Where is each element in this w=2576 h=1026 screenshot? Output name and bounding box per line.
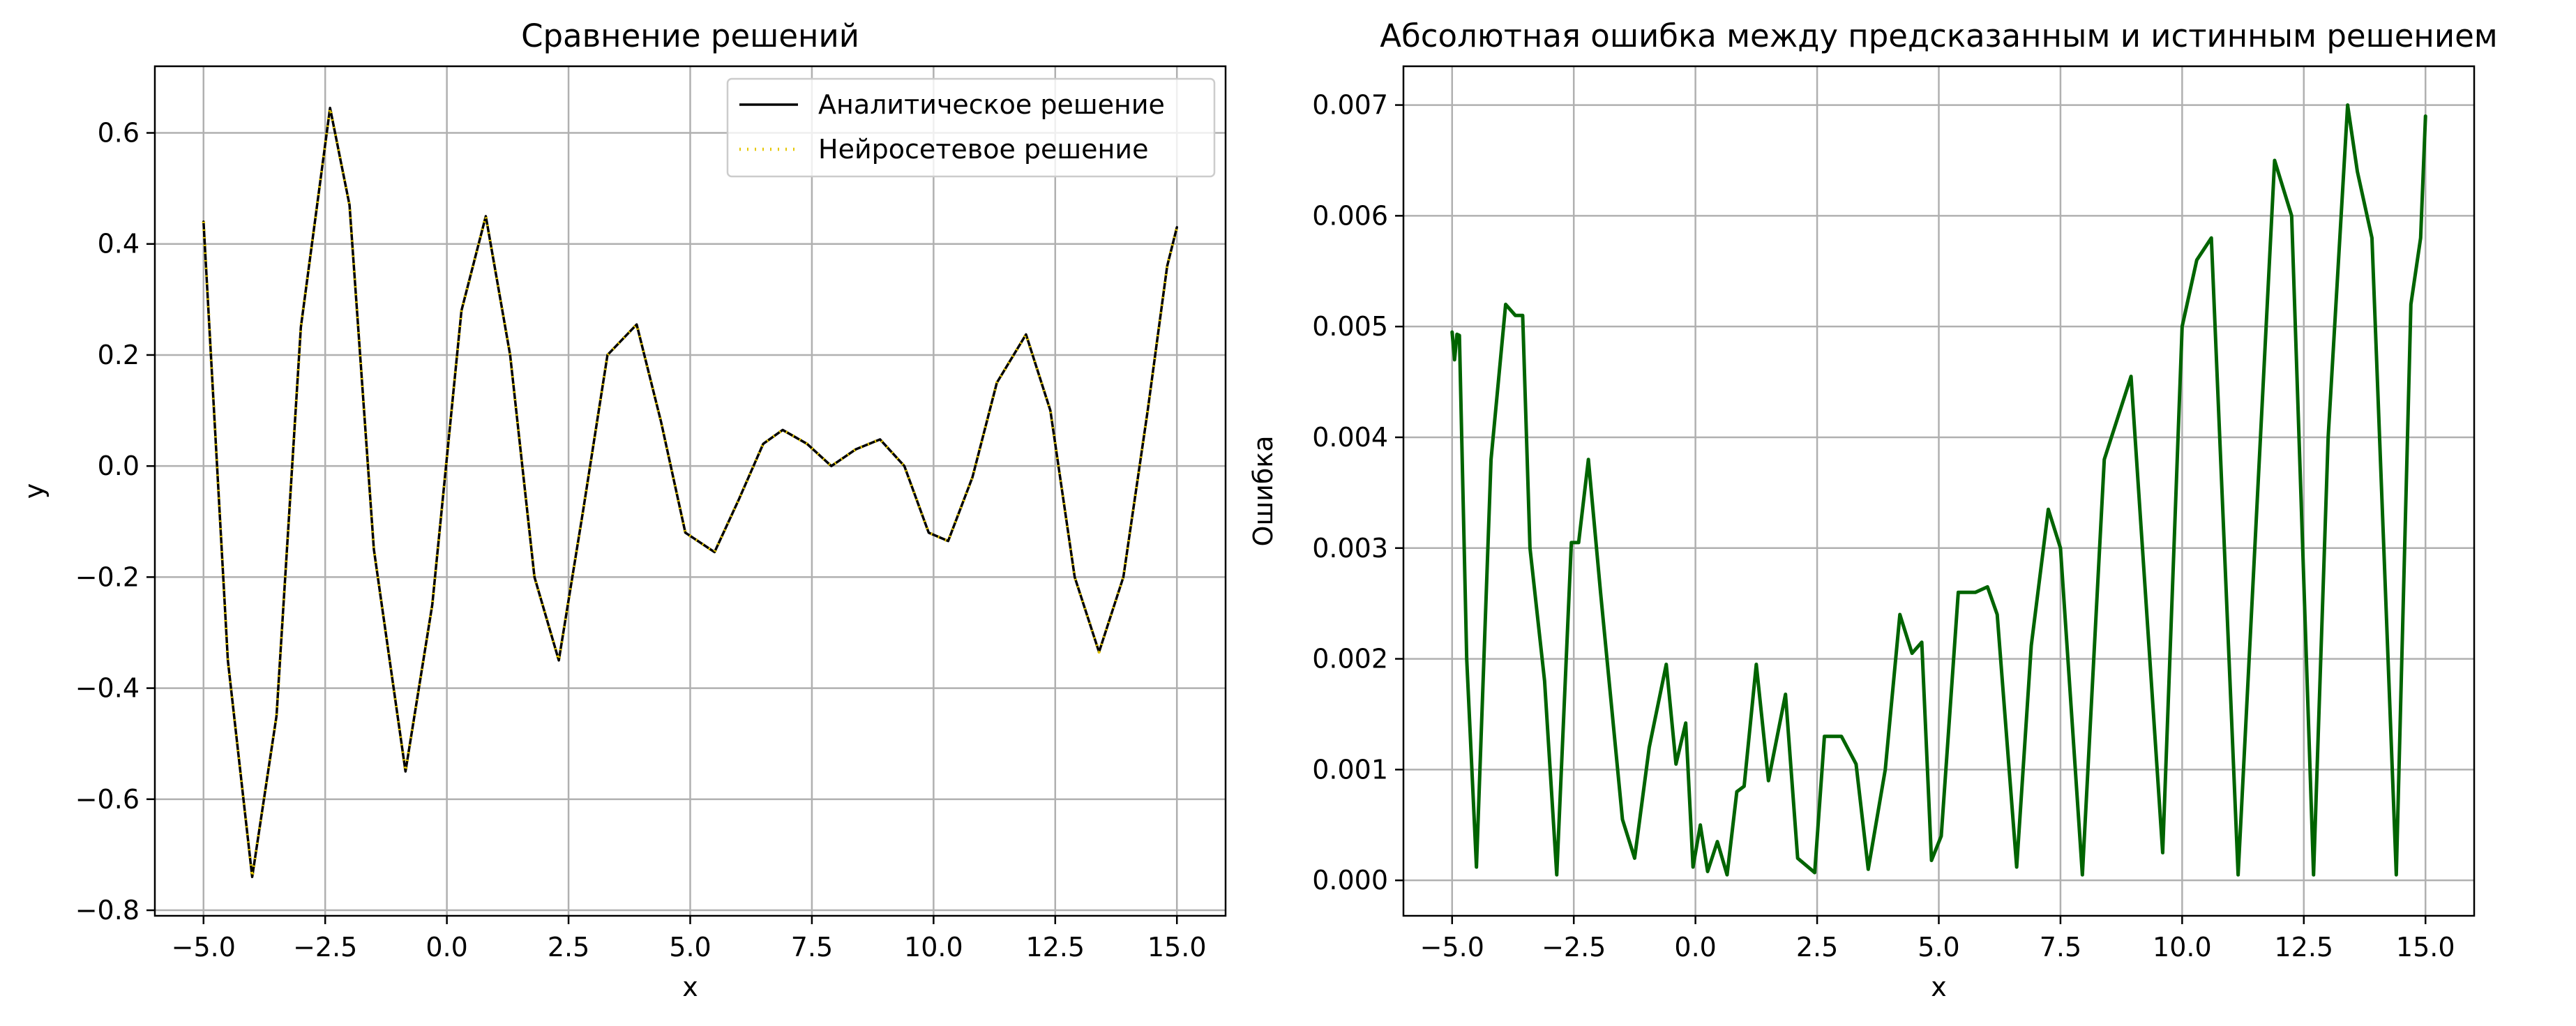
x-tick-label: −2.5 — [293, 932, 357, 963]
x-tick-label: 0.0 — [425, 932, 467, 963]
y-tick-label: 0.002 — [1312, 644, 1388, 674]
y-axis-label: y — [19, 483, 50, 499]
x-tick-label: 0.0 — [1674, 932, 1716, 963]
y-tick-label: 0.004 — [1312, 422, 1388, 453]
x-tick-label: 5.0 — [1918, 932, 1959, 963]
x-tick-label: 10.0 — [2153, 932, 2212, 963]
x-tick-label: −2.5 — [1542, 932, 1606, 963]
y-tick-label: 0.0 — [98, 451, 140, 481]
x-axis-label: x — [1931, 972, 1947, 1002]
series-line-0 — [202, 106, 1178, 879]
chart-title: Абсолютная ошибка между предсказанным и … — [1380, 17, 2497, 54]
x-tick-label: 10.0 — [904, 932, 963, 963]
y-tick-label: −0.8 — [75, 895, 140, 926]
legend-label-0: Аналитическое решение — [818, 89, 1165, 120]
x-tick-label: 12.5 — [1025, 932, 1085, 963]
y-tick-label: 0.003 — [1312, 533, 1388, 564]
y-tick-label: −0.4 — [75, 673, 140, 704]
y-tick-label: −0.6 — [75, 784, 140, 815]
y-tick-label: 0.6 — [98, 118, 140, 149]
y-axis-label: Ошибка — [1248, 435, 1279, 546]
y-tick-label: 0.4 — [98, 229, 140, 259]
x-tick-label: 7.5 — [791, 932, 833, 963]
legend: Аналитическое решение Нейросетевое решени… — [726, 77, 1216, 178]
x-tick-label: 2.5 — [1796, 932, 1838, 963]
chart-title: Сравнение решений — [521, 17, 859, 54]
legend-box — [726, 77, 1216, 178]
series-line-0 — [1450, 103, 2427, 877]
y-tick-label: 0.000 — [1312, 865, 1388, 896]
y-tick-label: 0.006 — [1312, 200, 1388, 231]
x-tick-label: 15.0 — [1147, 932, 1207, 963]
solution-comparison-chart: −5.0 −2.5 0.0 2.5 5.0 7.5 10.0 12.5 15.0 −0.8 −0.6… — [19, 17, 1227, 1002]
y-tick-label: 0.2 — [98, 340, 140, 370]
y-tick-label: 0.007 — [1312, 90, 1388, 121]
legend-label-1: Нейросетевое решение — [818, 134, 1148, 165]
x-tick-label: −5.0 — [172, 932, 236, 963]
x-tick-label: −5.0 — [1420, 932, 1484, 963]
x-axis-label: x — [682, 972, 698, 1002]
x-tick-label: 12.5 — [2274, 932, 2333, 963]
x-tick-label: 5.0 — [669, 932, 711, 963]
x-tick-label: 7.5 — [2040, 932, 2081, 963]
absolute-error-chart: −5.0 −2.5 0.0 2.5 5.0 7.5 10.0 12.5 15.0 0.000 0.0… — [1248, 17, 2498, 1002]
x-tick-label: 15.0 — [2396, 932, 2455, 963]
y-tick-label: 0.005 — [1312, 311, 1388, 342]
y-tick-label: 0.001 — [1312, 754, 1388, 785]
x-tick-label: 2.5 — [548, 932, 589, 963]
y-tick-label: −0.2 — [75, 561, 140, 592]
